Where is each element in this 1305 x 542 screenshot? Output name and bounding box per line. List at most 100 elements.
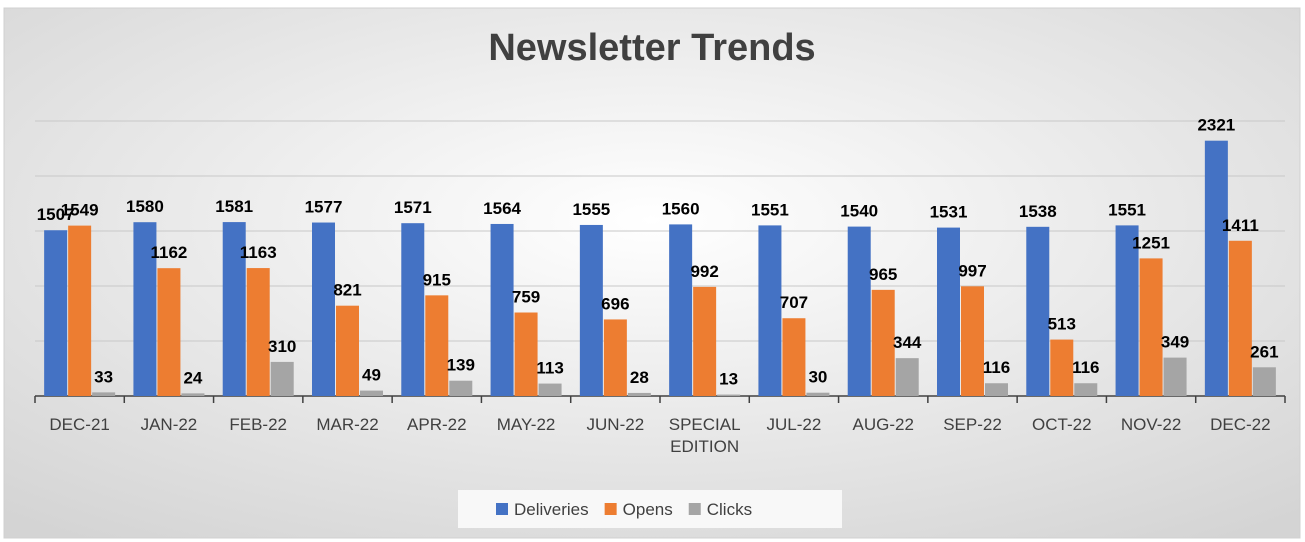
data-label: 1162 [150,243,187,262]
bar [717,394,741,396]
data-label: 997 [958,261,986,280]
data-label: 1564 [483,199,521,218]
bar [157,268,181,396]
x-tick-label: JAN-22 [140,415,198,434]
data-label: 116 [983,358,1010,377]
data-label: 1507 [37,205,75,224]
data-label: 344 [893,333,922,352]
bar [1050,339,1074,396]
bar [806,392,830,396]
bar [425,295,449,396]
data-label: 13 [719,370,738,389]
data-label: 139 [447,356,475,375]
data-label: 1549 [61,201,99,220]
bar [133,222,157,396]
x-tick-label: SPECIAL EDITION [668,415,741,456]
bar [514,312,538,396]
data-label: 1540 [840,202,878,221]
x-tick-label: AUG-22 [852,415,914,434]
data-label: 2321 [1197,116,1235,135]
legend-swatch [604,503,617,515]
x-tick-label: SEP-22 [943,415,1002,434]
bar [961,286,984,396]
legend-label: Deliveries [514,500,589,519]
data-label: 1581 [215,197,253,216]
bar [847,226,871,396]
legend-label: Opens [623,500,673,519]
data-label: 696 [601,294,629,313]
bar [360,390,383,396]
bar [222,222,246,396]
bar [895,358,919,396]
bar [246,268,270,396]
bar [181,393,205,396]
bar [1074,383,1098,396]
bar [627,392,651,396]
x-tick-label: NOV-22 [1120,415,1182,434]
bar [336,305,359,396]
bar [490,223,514,396]
data-label: 1531 [930,203,968,222]
bar [44,230,68,396]
bar [693,286,717,396]
bar [758,225,782,396]
data-label: 1577 [305,198,343,217]
data-label: 49 [362,366,381,385]
bar [312,222,335,396]
data-label: 1560 [662,199,700,218]
data-label: 261 [1250,342,1278,361]
bar [579,224,603,396]
data-label: 821 [333,281,361,300]
data-label: 707 [780,293,808,312]
bar [1026,226,1050,396]
bar [68,225,92,396]
data-label: 1580 [126,197,164,216]
data-label: 513 [1048,315,1076,334]
bar [937,227,960,396]
x-tick-label: MAY-22 [496,415,556,434]
bar [782,318,806,396]
data-label: 1551 [751,200,789,219]
data-label: 1411 [1222,216,1259,235]
bar [603,319,627,396]
legend-swatch [688,503,701,515]
data-label: 1251 [1132,233,1170,252]
bar [92,392,116,396]
x-tick-label: OCT-22 [1032,415,1092,434]
data-label: 28 [630,368,649,387]
bar [538,383,562,396]
bar [1163,357,1187,396]
data-label: 113 [536,359,563,378]
chart-background [3,7,1301,539]
legend-swatch [496,503,508,515]
data-label: 1551 [1108,200,1146,219]
chart-title: Newsletter Trends [488,27,815,69]
bar [1228,240,1252,396]
data-label: 915 [423,270,451,289]
data-label: 349 [1161,333,1189,352]
x-tick-label: DEC-22 [1210,415,1271,434]
bar [669,224,693,396]
x-tick-label: DEC-21 [49,415,110,434]
data-label: 1555 [572,200,610,219]
bar [449,380,473,396]
bar [1139,258,1163,396]
bar [1252,367,1276,396]
data-label: 1163 [240,243,277,262]
data-label: 310 [268,337,296,356]
x-tick-label: FEB-22 [229,415,288,434]
x-tick-label: MAR-22 [316,415,379,434]
legend-box [458,490,842,528]
bar [985,383,1008,396]
data-label: 30 [808,368,827,387]
x-tick-label: APR-22 [407,415,467,434]
bar [871,289,895,396]
bar [1115,225,1139,396]
data-label: 1538 [1019,202,1057,221]
bar [401,223,425,396]
data-label: 33 [94,367,113,386]
x-tick-label: JUL-22 [766,415,822,434]
data-label: 24 [183,368,202,387]
data-label: 759 [512,288,540,307]
